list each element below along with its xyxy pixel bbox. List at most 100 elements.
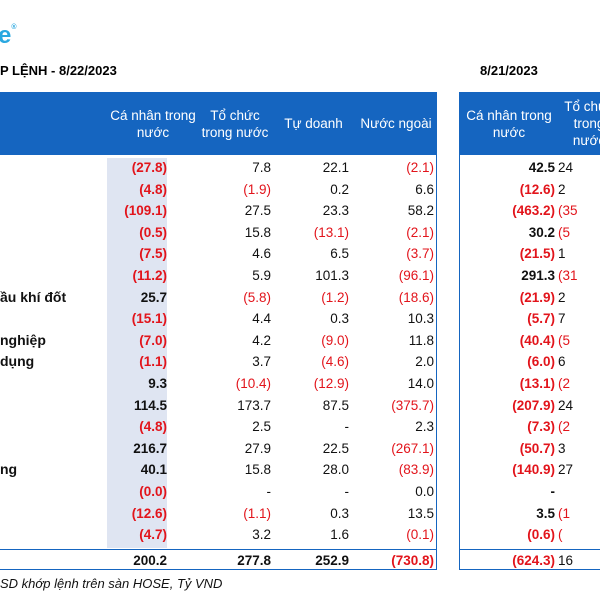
table-cell-right: 6 [558, 354, 566, 370]
table-cell: (0.0) [139, 484, 167, 499]
table-row: (27.8) 7.8 22.1 (2.1) 42.5 24 [0, 158, 600, 177]
table-cell: 252.9 [315, 553, 349, 568]
table-bottom-right [459, 569, 600, 570]
total-separator-left [0, 549, 436, 550]
table-cell-right: (140.9) [512, 462, 555, 478]
table-cell-right: (21.9) [519, 289, 555, 305]
table-row: 216.7 27.9 22.5 (267.1) (50.7) 3 [0, 439, 600, 458]
table-cell-right [558, 482, 600, 501]
table-cell-right: 16 [558, 553, 574, 568]
table-cell: (9.0) [321, 332, 349, 348]
table-cell: 0.2 [330, 181, 349, 197]
table-cell: (10.4) [235, 376, 271, 391]
table-cell-right: (35 [558, 203, 578, 219]
table-cell: 7.8 [252, 160, 271, 175]
table-cell: 4.4 [252, 311, 271, 327]
table-cell-right: ( [558, 527, 563, 543]
table-cell-right: - [550, 484, 556, 499]
table-cell: 15.8 [244, 462, 271, 478]
table-cell-right: (1 [558, 505, 571, 521]
total-row: 200.2 277.8 252.9 (730.8) (624.3) 16 [0, 551, 600, 570]
table-cell-right: (5.7) [527, 311, 555, 327]
table-cell: 6.5 [330, 246, 349, 262]
table-cell: 40.1 [140, 462, 167, 478]
table-cell-right: 291.3 [521, 268, 555, 283]
header-proprietary: Tự doanh [284, 116, 343, 131]
table-cell: 22.5 [322, 440, 349, 456]
table-cell-right: (13.1) [519, 376, 555, 391]
table-cell: (4.8) [139, 181, 167, 197]
table-cell: 216.7 [133, 440, 167, 456]
table-cell-right: 30.2 [528, 224, 555, 240]
table-row: (15.1) 4.4 0.3 10.3 (5.7) 7 [0, 309, 600, 328]
table-cell: 13.5 [407, 505, 434, 521]
table-cell: 87.5 [322, 397, 349, 413]
table-row: 9.3 (10.4) (12.9) 14.0 (13.1) (2 [0, 374, 600, 393]
total-separator-right [459, 549, 600, 550]
table-cell: 11.8 [408, 332, 434, 348]
table-cell: 0.3 [330, 311, 349, 327]
table-cell: 4.6 [252, 246, 271, 262]
table-cell: (2.1) [406, 224, 434, 240]
table-cell: - [344, 419, 350, 435]
table-cell: 2.5 [252, 419, 271, 435]
table-cell: 6.6 [415, 181, 434, 197]
table-row: (0.5) 15.8 (13.1) (2.1) 30.2 (5 [0, 223, 600, 242]
table-cell: (1.1) [243, 505, 271, 521]
table-right-border-left [436, 92, 437, 570]
table-cell: (11.2) [132, 268, 167, 283]
table-cell: (5.8) [243, 289, 271, 305]
table-cell: (267.1) [391, 440, 434, 456]
table-row: ng 40.1 15.8 28.0 (83.9) (140.9) 27 [0, 460, 600, 479]
header-right-individual: Cá nhân trong nước [466, 107, 552, 140]
table-cell: (83.9) [398, 462, 434, 478]
table-cell: 200.2 [133, 553, 167, 568]
table-cell-right: 3.5 [536, 505, 555, 521]
table-cell-right: (2 [558, 376, 571, 391]
header-band-right: Cá nhân trong nước Tổ chức trong nước [459, 92, 600, 155]
header-band-left: Cá nhân trong nước Tổ chức trong nước Tự… [0, 92, 436, 155]
table-cell-right: 27 [558, 462, 574, 478]
table-cell: 2.3 [415, 419, 434, 435]
table-row: 114.5 173.7 87.5 (375.7) (207.9) 24 [0, 396, 600, 415]
table-cell: - [266, 484, 272, 499]
table-cell-right: (2 [558, 419, 571, 435]
row-label: ng [0, 461, 18, 478]
table-cell-right: (624.3) [512, 553, 555, 568]
table-cell: 2.0 [415, 354, 434, 370]
table-cell: (730.8) [391, 553, 434, 568]
table-cell: 10.3 [407, 311, 434, 327]
header-right-institution: Tổ chức trong nước [564, 99, 600, 148]
table-cell-right: 24 [558, 397, 574, 413]
table-cell-right: (6.0) [527, 354, 555, 370]
table-cell: 58.2 [407, 203, 434, 219]
table-cell-right: (5 [558, 224, 571, 240]
table-title-left: P LỆNH - 8/22/2023 [0, 63, 117, 78]
table-cell-right: 24 [558, 160, 574, 175]
table-cell-right: (207.9) [512, 397, 555, 413]
table-cell: (15.1) [131, 311, 167, 327]
table-cell: 114.5 [133, 397, 167, 413]
table-row: (4.8) (1.9) 0.2 6.6 (12.6) 2 [0, 180, 600, 199]
table-cell: (13.1) [313, 224, 349, 240]
table-cell: (7.5) [139, 246, 167, 262]
table-row: nghiệp (7.0) 4.2 (9.0) 11.8 (40.4) (5 [0, 331, 600, 350]
header-individual: Cá nhân trong nước [110, 107, 196, 140]
footer-note: SD khớp lệnh trên sàn HOSE, Tỷ VND [0, 576, 223, 591]
table-cell: (0.1) [406, 527, 434, 543]
table-cell-right: (7.3) [527, 419, 555, 435]
header-institution: Tổ chức trong nước [201, 107, 269, 140]
table-cell: (7.0) [139, 332, 167, 348]
table-cell-right: (50.7) [519, 440, 555, 456]
table-row: dụng (1.1) 3.7 (4.6) 2.0 (6.0) 6 [0, 352, 600, 371]
table-cell-right: 42.5 [528, 160, 555, 175]
table-cell: 25.7 [140, 289, 167, 305]
table-cell: 27.5 [244, 203, 271, 219]
row-label: dụng [0, 353, 35, 370]
table-cell: (109.1) [124, 203, 167, 219]
table-row: (7.5) 4.6 6.5 (3.7) (21.5) 1 [0, 244, 600, 263]
table-title-right: 8/21/2023 [480, 63, 538, 78]
table-row: (12.6) (1.1) 0.3 13.5 3.5 (1 [0, 504, 600, 523]
table-cell: (12.6) [131, 505, 167, 521]
table-cell: (4.7) [139, 527, 167, 543]
